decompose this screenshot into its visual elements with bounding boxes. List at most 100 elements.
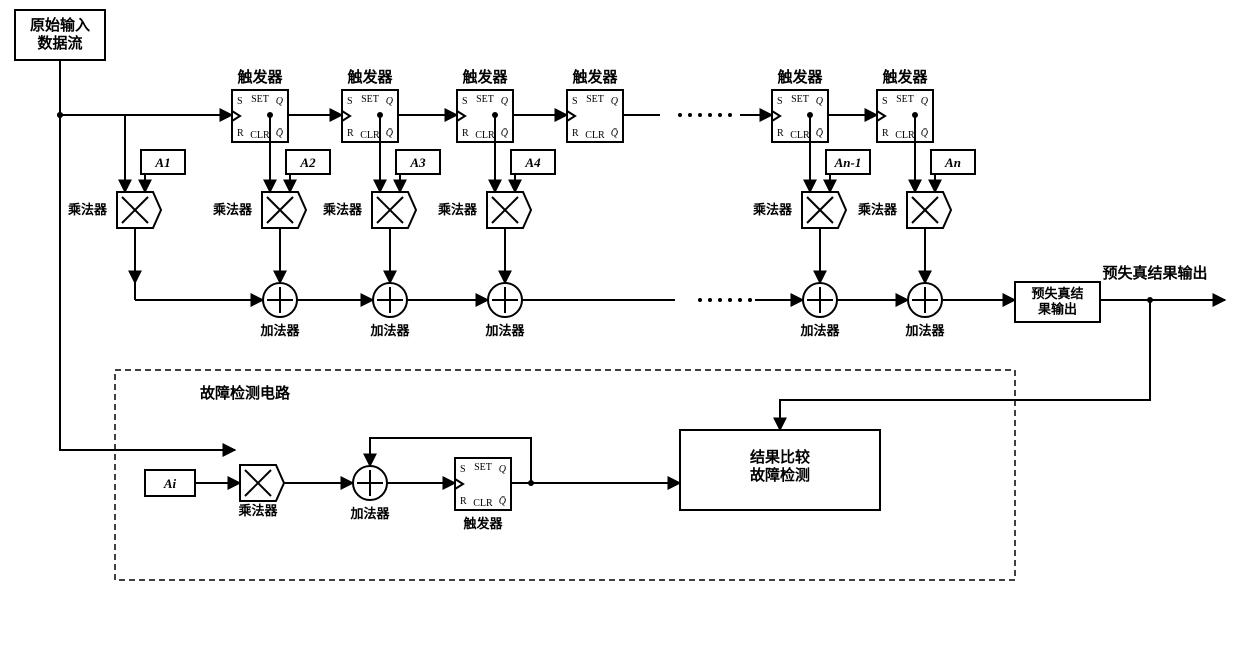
- svg-text:Q: Q: [276, 96, 284, 107]
- adder-5: [908, 283, 942, 317]
- svg-text:SET: SET: [791, 94, 809, 105]
- flipflop-label-bottom: 触发器: [462, 516, 503, 531]
- adder-3: [488, 283, 522, 317]
- multiplier-3: [372, 192, 416, 228]
- multiplier-label-bottom: 乘法器: [237, 503, 278, 518]
- flipflop-5: SRSETCLRQQ̄: [772, 90, 828, 142]
- multiplier-5: [802, 192, 846, 228]
- svg-text:SET: SET: [474, 462, 492, 473]
- adder-label-1: 加法器: [259, 323, 300, 338]
- svg-text:Q: Q: [921, 96, 929, 107]
- svg-text:Q̄: Q̄: [921, 127, 929, 139]
- ellipsis-dot: [698, 298, 702, 302]
- flipflop-4: S R SET CLR Q Q̄: [567, 90, 623, 142]
- multiplier-label-5: 乘法器: [752, 202, 793, 217]
- adder-label-bottom: 加法器: [349, 506, 390, 521]
- flipflop-label-5: 触发器: [777, 68, 823, 86]
- multiplier-4: [487, 192, 531, 228]
- flipflop-bottom: S R SET CLR Q Q̄: [455, 458, 511, 510]
- coeff-label-3: A3: [409, 155, 426, 170]
- svg-text:R: R: [237, 128, 244, 139]
- ellipsis-dot: [718, 113, 722, 117]
- flipflop-3: S R SET CLR Q Q̄: [457, 90, 513, 142]
- flipflop-label-2: 触发器: [347, 68, 393, 86]
- multiplier-2: [262, 192, 306, 228]
- flipflop-label-6: 触发器: [882, 68, 928, 86]
- output-block-label: 预失真结果输出: [1031, 286, 1083, 317]
- fault-section-title: 故障检测电路: [200, 384, 291, 402]
- coeff-label-5: An-1: [834, 155, 862, 170]
- multiplier-label-4: 乘法器: [437, 202, 478, 217]
- coeff-label-1: A1: [154, 155, 170, 170]
- svg-text:SET: SET: [586, 94, 604, 105]
- multiplier-1: [117, 192, 161, 228]
- svg-text:R: R: [462, 128, 469, 139]
- ellipsis-dot: [708, 298, 712, 302]
- svg-text:R: R: [572, 128, 579, 139]
- svg-text:SET: SET: [361, 94, 379, 105]
- svg-text:SET: SET: [896, 94, 914, 105]
- svg-text:Q: Q: [816, 96, 824, 107]
- ellipsis-dot: [698, 113, 702, 117]
- ellipsis-dot: [678, 113, 682, 117]
- svg-text:CLR: CLR: [585, 130, 605, 141]
- svg-text:Q: Q: [499, 464, 507, 475]
- svg-text:R: R: [882, 128, 889, 139]
- ellipsis-dot: [728, 298, 732, 302]
- output-text: 预失真结果输出: [1102, 264, 1207, 282]
- multiplier-label-3: 乘法器: [322, 202, 363, 217]
- coeff-label-6: An: [944, 155, 961, 170]
- svg-text:Q̄: Q̄: [611, 127, 619, 139]
- svg-text:Q: Q: [501, 96, 509, 107]
- svg-text:S: S: [347, 96, 353, 107]
- flipflop-1: S R SET CLR Q Q̄: [232, 90, 288, 142]
- svg-text:Q̄: Q̄: [499, 495, 507, 507]
- multiplier-label-6: 乘法器: [857, 202, 898, 217]
- svg-text:S: S: [460, 464, 466, 475]
- svg-text:S: S: [882, 96, 888, 107]
- svg-text:S: S: [572, 96, 578, 107]
- multiplier-bottom: [240, 465, 284, 501]
- flipflop-6: S R SET CLR Q Q̄: [877, 90, 933, 142]
- multiplier-label-2: 乘法器: [212, 202, 253, 217]
- svg-text:CLR: CLR: [250, 130, 270, 141]
- ellipsis-dot: [728, 113, 732, 117]
- svg-text:Q̄: Q̄: [816, 127, 824, 139]
- ellipsis-dot: [708, 113, 712, 117]
- flipflop-label-1: 触发器: [237, 68, 283, 86]
- svg-text:SET: SET: [476, 94, 494, 105]
- adder-bottom: [353, 466, 387, 500]
- svg-text:CLR: CLR: [790, 130, 810, 141]
- svg-text:CLR: CLR: [473, 498, 493, 509]
- svg-text:Q: Q: [386, 96, 394, 107]
- adder-label-3: 加法器: [484, 323, 525, 338]
- ellipsis-dot: [718, 298, 722, 302]
- adder-label-5: 加法器: [904, 323, 945, 338]
- flipflop-2: SRSETCLRQQ̄: [342, 90, 398, 142]
- adder-2: [373, 283, 407, 317]
- svg-text:R: R: [460, 496, 467, 507]
- multiplier-6: [907, 192, 951, 228]
- svg-text:CLR: CLR: [895, 130, 915, 141]
- adder-4: [803, 283, 837, 317]
- flipflop-label-4: 触发器: [572, 68, 618, 86]
- adder-label-4: 加法器: [799, 323, 840, 338]
- flipflop-label-3: 触发器: [462, 68, 508, 86]
- coeff-label-4: A4: [524, 155, 541, 170]
- coeff-label-2: A2: [299, 155, 316, 170]
- ellipsis-dot: [688, 113, 692, 117]
- svg-text:Q̄: Q̄: [501, 127, 509, 139]
- svg-text:Q̄: Q̄: [276, 127, 284, 139]
- svg-text:S: S: [237, 96, 243, 107]
- adder-1: [263, 283, 297, 317]
- svg-text:S: S: [462, 96, 468, 107]
- adder-label-2: 加法器: [369, 323, 410, 338]
- svg-text:R: R: [347, 128, 354, 139]
- ellipsis-dot: [738, 298, 742, 302]
- svg-text:R: R: [777, 128, 784, 139]
- svg-text:SET: SET: [251, 94, 269, 105]
- svg-text:CLR: CLR: [360, 130, 380, 141]
- ellipsis-dot: [748, 298, 752, 302]
- svg-text:CLR: CLR: [475, 130, 495, 141]
- svg-text:Q: Q: [611, 96, 619, 107]
